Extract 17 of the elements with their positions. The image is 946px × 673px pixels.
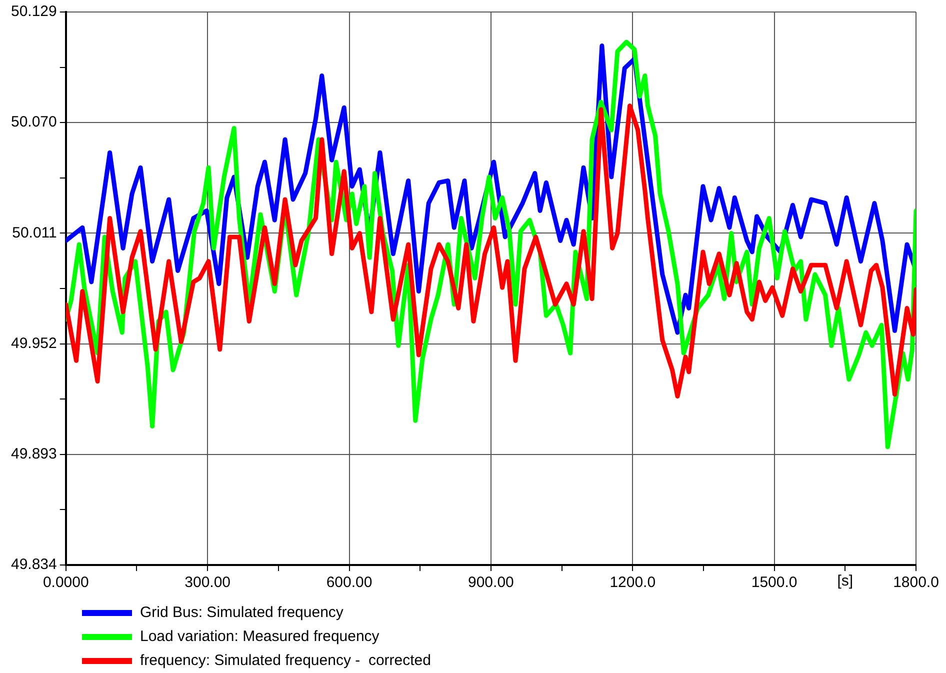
- x-tick-label: 1200.0: [610, 574, 656, 592]
- y-tick-label: 49.834: [10, 556, 57, 574]
- x-tick-label: 0.0000: [42, 574, 89, 592]
- y-tick-label: 49.952: [10, 334, 57, 352]
- x-tick-label: 300.00: [184, 574, 231, 592]
- y-tick-label: 50.129: [10, 3, 57, 20]
- x-tick-label: 900.00: [468, 574, 514, 592]
- x-tick-label: 600.00: [326, 574, 372, 592]
- x-tick-label: 1500.0: [751, 574, 798, 592]
- y-tick-label: 49.893: [10, 446, 57, 463]
- legend-label: Load variation: Measured frequency: [140, 628, 380, 646]
- x-axis-title: [s]: [837, 572, 854, 590]
- legend-label: frequency: Simulated frequency - corrected: [140, 652, 431, 670]
- x-tick-label: 1800.0: [893, 574, 939, 592]
- legend-label: Grid Bus: Simulated frequency: [140, 604, 344, 622]
- y-tick-label: 50.070: [10, 114, 57, 131]
- y-tick-label: 50.011: [12, 224, 57, 242]
